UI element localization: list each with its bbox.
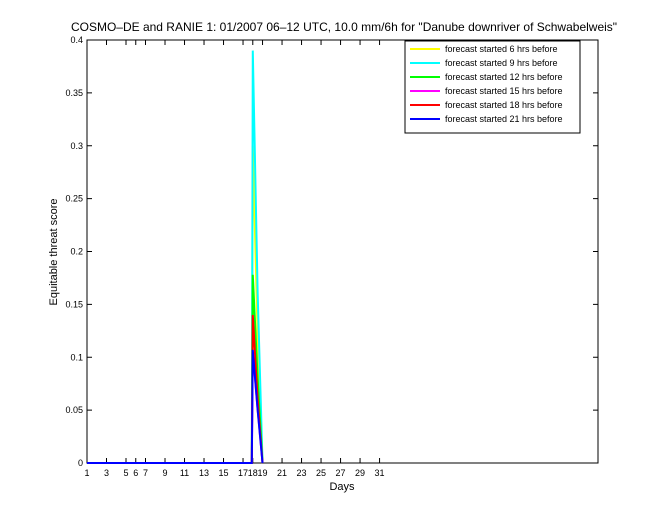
x-tick-label: 9 [163, 468, 168, 478]
x-axis-label: Days [329, 481, 355, 493]
y-tick-label: 0.25 [65, 194, 83, 204]
legend-box [404, 40, 581, 134]
x-tick-label: 6 [133, 468, 138, 478]
x-tick-label: 11 [180, 468, 189, 478]
x-tick-label: 31 [375, 468, 385, 478]
x-tick-label: 5 [123, 468, 128, 478]
x-tick-label: 13 [199, 468, 209, 478]
chart-title: COSMO–DE and RANIE 1: 01/2007 06–12 UTC,… [71, 20, 617, 34]
legend-label: forecast started 9 hrs before [445, 58, 558, 68]
x-tick-label: 15 [219, 468, 229, 478]
y-tick-label: 0.15 [65, 299, 83, 309]
x-tick-label: 18 [248, 468, 258, 478]
x-tick-label: 17 [238, 468, 248, 478]
y-tick-label: 0 [78, 458, 83, 468]
y-tick-label: 0.05 [65, 405, 83, 415]
y-tick-label: 0.2 [70, 247, 83, 257]
legend-label: forecast started 21 hrs before [445, 114, 563, 124]
x-tick-label: 21 [277, 468, 287, 478]
y-tick-label: 0.4 [70, 35, 83, 45]
legend-label: forecast started 12 hrs before [445, 72, 563, 82]
series-line [87, 349, 264, 464]
x-tick-label: 27 [336, 468, 346, 478]
x-tick-label: 7 [143, 468, 148, 478]
x-tick-label: 25 [316, 468, 326, 478]
x-tick-label: 23 [297, 468, 307, 478]
x-tick-label: 29 [355, 468, 365, 478]
x-tick-label: 19 [258, 468, 268, 478]
legend-label: forecast started 18 hrs before [445, 100, 563, 110]
y-tick-label: 0.3 [70, 141, 83, 151]
legend-label: forecast started 15 hrs before [445, 86, 563, 96]
x-tick-label: 3 [104, 468, 109, 478]
x-tick-label: 1 [84, 468, 89, 478]
y-tick-label: 0.1 [70, 352, 83, 362]
y-axis-label: Equitable threat score [48, 198, 60, 305]
legend-label: forecast started 6 hrs before [445, 44, 558, 54]
legend: forecast started 6 hrs before forecast st… [404, 40, 581, 134]
y-tick-label: 0.35 [65, 88, 83, 98]
